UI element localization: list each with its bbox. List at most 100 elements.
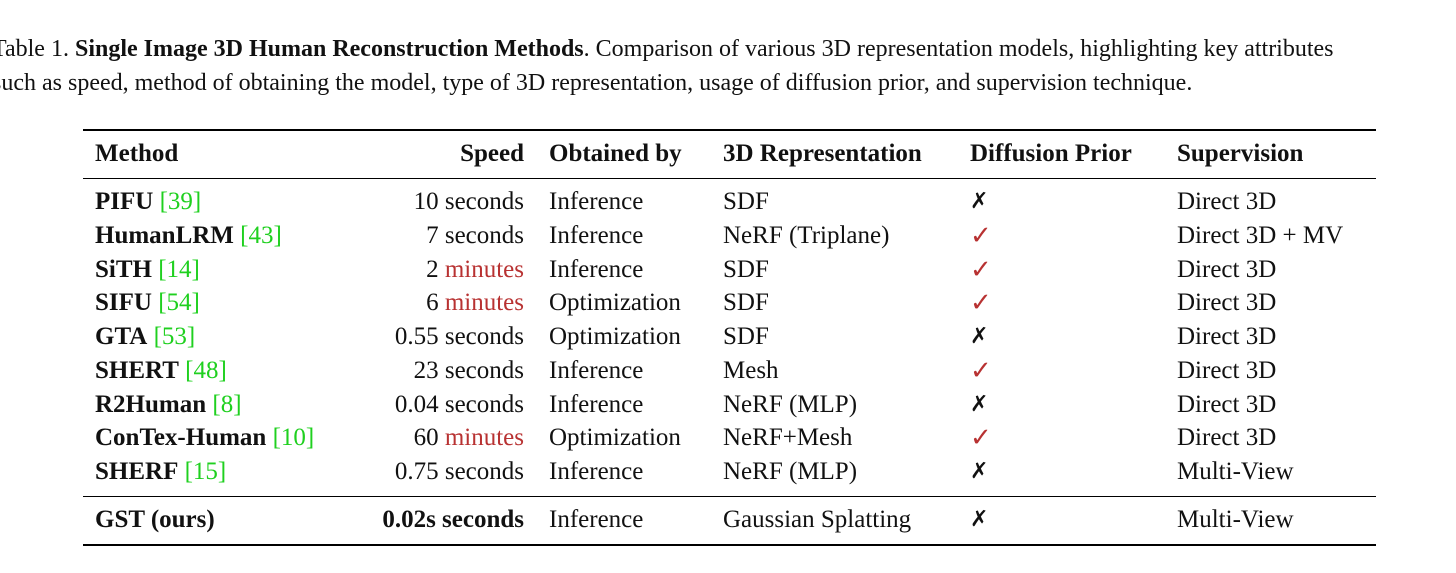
speed-cell: 10 seconds	[414, 185, 524, 219]
table-row-ours: GST (ours) 0.02s seconds Inference Gauss…	[0, 503, 1456, 537]
supervision-cell: Direct 3D	[1177, 356, 1277, 384]
speed-value: 6	[426, 289, 439, 317]
table-row: GTA [53] 0.55 seconds Optimization SDF ✗ Dire…	[0, 320, 1456, 354]
method-cell: ConTex-Human [10]	[95, 421, 314, 455]
method-name: R2Human	[95, 390, 207, 418]
header-obtained-by: Obtained by	[549, 140, 682, 167]
representation-cell: SDF	[723, 255, 769, 283]
citation-link[interactable]: [8]	[212, 390, 242, 418]
caption-title: Single Image 3D Human Reconstruction Met…	[74, 36, 584, 62]
cross-mark-icon: ✗	[970, 459, 989, 484]
speed-cell: 60 minutes	[414, 421, 524, 455]
representation-cell: NeRF+Mesh	[723, 424, 853, 452]
caption-line-2: such as speed, method of obtaining the m…	[0, 70, 1193, 96]
header-method: Method	[95, 140, 179, 167]
representation-cell: NeRF (MLP)	[723, 390, 858, 418]
obtained-by-cell: Inference	[549, 221, 644, 249]
speed-value: 7	[426, 221, 439, 249]
cross-mark-icon: ✗	[970, 507, 989, 532]
cross-mark-icon: ✗	[970, 189, 989, 214]
table-row: R2Human [8] 0.04 seconds Inference NeRF (ML…	[0, 388, 1456, 422]
speed-unit: minutes	[444, 289, 524, 317]
speed-value: 2	[426, 255, 439, 283]
obtained-by-cell: Inference	[549, 390, 644, 418]
citation-link[interactable]: [48]	[185, 356, 227, 384]
obtained-by-cell: Inference	[549, 255, 644, 283]
method-cell: PIFU [39]	[95, 185, 201, 219]
citation-link[interactable]: [54]	[158, 289, 200, 317]
table-row: SHERF [15] 0.75 seconds Inference NeRF (MLP…	[0, 455, 1456, 489]
speed-cell: 2 minutes	[426, 253, 524, 287]
ours-supervision: Multi-View	[1177, 506, 1294, 533]
speed-unit: seconds	[444, 390, 524, 418]
citation-link[interactable]: [14]	[158, 255, 200, 283]
check-mark-icon: ✓	[970, 355, 992, 386]
header-diffusion-prior: Diffusion Prior	[970, 140, 1132, 167]
method-name: SHERT	[95, 356, 179, 384]
obtained-by-cell: Inference	[549, 356, 644, 384]
method-cell: SHERT [48]	[95, 354, 227, 388]
speed-value: 10	[413, 188, 439, 215]
citation-link[interactable]: [39]	[159, 188, 202, 215]
obtained-by-cell: Inference	[549, 458, 644, 485]
method-name: ConTex-Human	[95, 424, 267, 452]
speed-unit: seconds	[444, 458, 524, 485]
speed-value: 0.04	[394, 390, 439, 418]
representation-cell: Mesh	[723, 356, 779, 384]
table-row: SHERT [48] 23 seconds Inference Mesh ✓ Direct…	[0, 354, 1456, 388]
method-cell: R2Human [8]	[95, 388, 242, 422]
header-supervision: Supervision	[1177, 140, 1304, 167]
method-cell: SIFU [54]	[95, 286, 200, 320]
speed-unit: minutes	[444, 255, 524, 283]
citation-link[interactable]: [43]	[240, 221, 282, 249]
method-name: SIFU	[95, 289, 152, 317]
supervision-cell: Direct 3D + MV	[1177, 221, 1344, 249]
header-3d-representation: 3D Representation	[723, 140, 922, 167]
representation-cell: NeRF (Triplane)	[723, 221, 890, 249]
method-cell: SiTH [14]	[95, 253, 200, 287]
supervision-cell: Direct 3D	[1177, 424, 1277, 452]
speed-cell: 0.75 seconds	[395, 455, 524, 489]
header-speed: Speed	[460, 140, 524, 167]
check-mark-icon: ✓	[970, 288, 992, 319]
speed-cell: 6 minutes	[426, 286, 524, 320]
method-name: SHERF	[95, 458, 179, 485]
citation-link[interactable]: [53]	[153, 323, 196, 350]
supervision-cell: Direct 3D	[1177, 255, 1277, 283]
obtained-by-cell: Optimization	[549, 424, 681, 452]
table-row: SiTH [14] 2 minutes Inference SDF ✓ Direct 3D	[0, 253, 1456, 287]
representation-cell: SDF	[723, 188, 769, 215]
table-row: ConTex-Human [10] 60 minutes Optimization N…	[0, 421, 1456, 455]
caption-line-1: Table 1. Single Image 3D Human Reconstru…	[0, 32, 1456, 66]
table-header-row: Method Speed Obtained by 3D Representati…	[0, 137, 1456, 171]
method-name: GTA	[95, 323, 148, 350]
check-mark-icon: ✓	[970, 220, 992, 251]
table-row: PIFU [39] 10 seconds Inference SDF ✗ Direct 3…	[0, 185, 1456, 219]
supervision-cell: Direct 3D	[1177, 188, 1277, 215]
table-row: HumanLRM [43] 7 seconds Inference NeRF (Tri…	[0, 219, 1456, 253]
supervision-cell: Direct 3D	[1177, 323, 1277, 350]
method-name: HumanLRM	[95, 221, 234, 249]
supervision-cell: Direct 3D	[1177, 390, 1277, 418]
speed-value: 0.75	[394, 458, 439, 485]
ours-obtained-by: Inference	[549, 506, 644, 533]
supervision-cell: Direct 3D	[1177, 289, 1277, 317]
citation-link[interactable]: [10]	[272, 424, 315, 452]
table-row: SIFU [54] 6 minutes Optimization SDF ✓ Direct…	[0, 286, 1456, 320]
cross-mark-icon: ✗	[970, 324, 989, 349]
speed-cell: 0.04 seconds	[395, 388, 524, 422]
representation-cell: SDF	[723, 289, 769, 317]
speed-unit: seconds	[444, 323, 524, 350]
table-caption: Table 1. Single Image 3D Human Reconstru…	[0, 32, 1456, 100]
representation-cell: SDF	[723, 323, 769, 350]
method-name: SiTH	[95, 255, 152, 283]
ours-method-name: GST (ours)	[95, 506, 215, 533]
citation-link[interactable]: [15]	[184, 458, 227, 485]
ours-speed: 0.02s seconds	[382, 506, 524, 533]
speed-cell: 7 seconds	[426, 219, 524, 253]
method-name: PIFU	[95, 188, 154, 215]
method-cell: GTA [53]	[95, 320, 195, 354]
speed-value: 23	[413, 356, 439, 384]
check-mark-icon: ✓	[970, 254, 992, 285]
speed-unit: minutes	[444, 424, 524, 452]
